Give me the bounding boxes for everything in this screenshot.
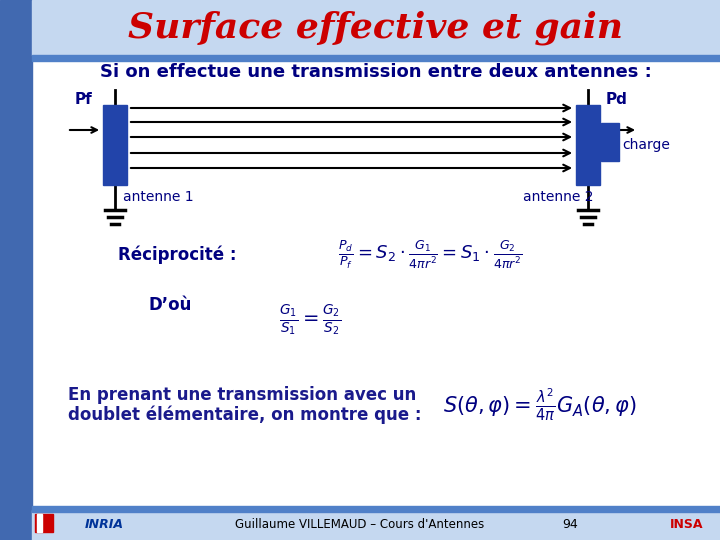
Text: Pd: Pd: [606, 92, 628, 107]
Text: Surface effective et gain: Surface effective et gain: [128, 11, 624, 45]
Text: antenne 2: antenne 2: [523, 190, 593, 204]
Text: Guillaume VILLEMAUD – Cours d'Antennes: Guillaume VILLEMAUD – Cours d'Antennes: [235, 517, 485, 530]
Text: Réciprocité :: Réciprocité :: [118, 246, 236, 264]
Bar: [601, 123, 619, 161]
Text: $\frac{P_d}{P_f}=S_2\cdot\frac{G_1}{4\pi r^2}=S_1\cdot\frac{G_2}{4\pi r^2}$: $\frac{P_d}{P_f}=S_2\cdot\frac{G_1}{4\pi…: [338, 239, 522, 271]
Bar: [32, 0, 720, 55]
Bar: [0, 0, 32, 540]
Text: Si on effectue une transmission entre deux antennes :: Si on effectue une transmission entre de…: [100, 63, 652, 81]
Text: antenne 1: antenne 1: [123, 190, 194, 204]
Bar: [37, 514, 42, 532]
Bar: [35, 514, 53, 532]
Text: $\frac{G_1}{S_1}=\frac{G_2}{S_2}$: $\frac{G_1}{S_1}=\frac{G_2}{S_2}$: [279, 302, 341, 338]
Bar: [32, 506, 720, 512]
Bar: [103, 105, 127, 185]
Text: $S(\theta,\varphi)=\frac{\lambda^2}{4\pi}G_A(\theta,\varphi)$: $S(\theta,\varphi)=\frac{\lambda^2}{4\pi…: [444, 387, 636, 423]
Bar: [576, 105, 600, 185]
Text: INSA: INSA: [670, 517, 703, 530]
Bar: [32, 510, 720, 540]
Text: 94: 94: [562, 517, 578, 530]
Text: charge: charge: [622, 138, 670, 152]
Bar: [32, 55, 720, 61]
Text: En prenant une transmission avec un: En prenant une transmission avec un: [68, 386, 416, 404]
Text: Pf: Pf: [75, 92, 93, 107]
Text: INRIA: INRIA: [85, 517, 124, 530]
Text: doublet élémentaire, on montre que :: doublet élémentaire, on montre que :: [68, 406, 421, 424]
Text: D’où: D’où: [148, 296, 192, 314]
